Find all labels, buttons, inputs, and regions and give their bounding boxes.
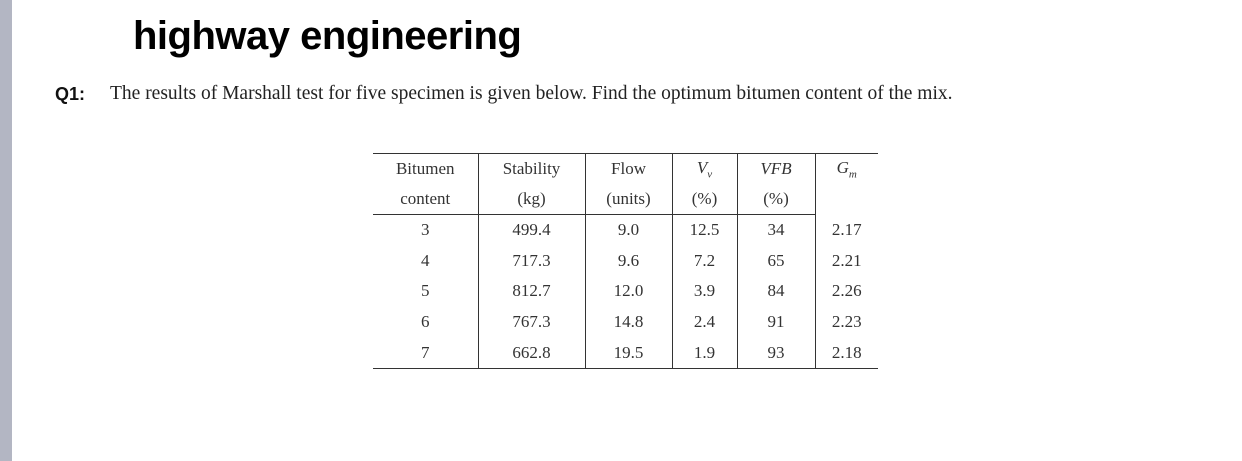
table-row: 4 717.3 9.6 7.2 65 2.21 [373, 245, 878, 277]
table-cell: 9.6 [584, 245, 672, 277]
header-cell: Gm [814, 153, 878, 215]
table-row: 3 499.4 9.0 12.5 34 2.17 [373, 214, 878, 246]
table-cell: 2.21 [814, 245, 878, 277]
title: highway engineering [133, 14, 522, 58]
table-cell: 84 [736, 276, 815, 307]
header-row: Bitumen Stability Flow Vv VFB Gm [373, 153, 878, 215]
table-cell: 14.8 [584, 306, 672, 338]
table-cell: 4 [421, 250, 430, 270]
table-cell: 34 [736, 214, 815, 246]
table-cell: 2.18 [814, 337, 878, 369]
header-row: content (kg) (units) (%) (%) [373, 184, 878, 215]
data-table: Bitumen Stability Flow Vv VFB Gm content… [373, 153, 878, 369]
question-label: Q1: [55, 84, 86, 104]
table-cell: 2.4 [671, 306, 737, 338]
symbol: G [836, 158, 849, 177]
table-row: 5 812.7 12.0 3.9 84 2.26 [373, 276, 878, 307]
table-cell: 65 [736, 245, 815, 277]
table-cell: 1.9 [671, 337, 737, 369]
question-text: The results of Marshall test for five sp… [110, 83, 953, 104]
table-cell: 2.23 [814, 306, 878, 338]
header-cell: (%) [736, 184, 815, 215]
table-cell: 12.5 [671, 214, 737, 246]
subscript: v [707, 168, 713, 181]
header-cell: (%) [671, 184, 737, 215]
subscript: m [848, 168, 857, 181]
table-cell: 812.7 [477, 276, 585, 307]
table-cell: 2.26 [814, 276, 878, 307]
header-cell: Vv [671, 153, 737, 184]
table-cell: 6 [421, 312, 430, 332]
table-cell: 767.3 [477, 306, 585, 338]
header-cell: (units) [584, 184, 672, 215]
table-cell: 93 [736, 337, 815, 369]
header-cell: Stability [477, 153, 585, 184]
table-row: 6 767.3 14.8 2.4 91 2.23 [373, 306, 878, 338]
table-row: 7 662.8 19.5 1.9 93 2.18 [373, 337, 878, 369]
header-cell: (kg) [477, 184, 585, 215]
table-cell: 12.0 [584, 276, 672, 307]
header-cell: VFB [736, 153, 815, 184]
table-cell: 5 [421, 281, 430, 301]
header-cell: Bitumen [373, 153, 478, 184]
table-body: 3 499.4 9.0 12.5 34 2.17 4 717.3 9.6 7.2 65 2.21 5 81… [373, 214, 878, 369]
header-cell: Flow [584, 153, 672, 184]
side-bar [0, 0, 12, 461]
table-cell: 3 [421, 220, 430, 240]
table-cell: 91 [736, 306, 815, 338]
table-cell: 9.0 [584, 214, 672, 246]
table-cell: 3.9 [671, 276, 737, 307]
table-cell: 662.8 [477, 337, 585, 369]
table-cell: 19.5 [584, 337, 672, 369]
header-cell: content [373, 184, 478, 215]
table-cell: 2.17 [814, 214, 878, 246]
table-cell: 499.4 [477, 214, 585, 246]
table-cell: 7 [373, 337, 478, 369]
table-cell: 7.2 [671, 245, 737, 277]
table-cell: 717.3 [477, 245, 585, 277]
symbol: V [696, 157, 708, 177]
